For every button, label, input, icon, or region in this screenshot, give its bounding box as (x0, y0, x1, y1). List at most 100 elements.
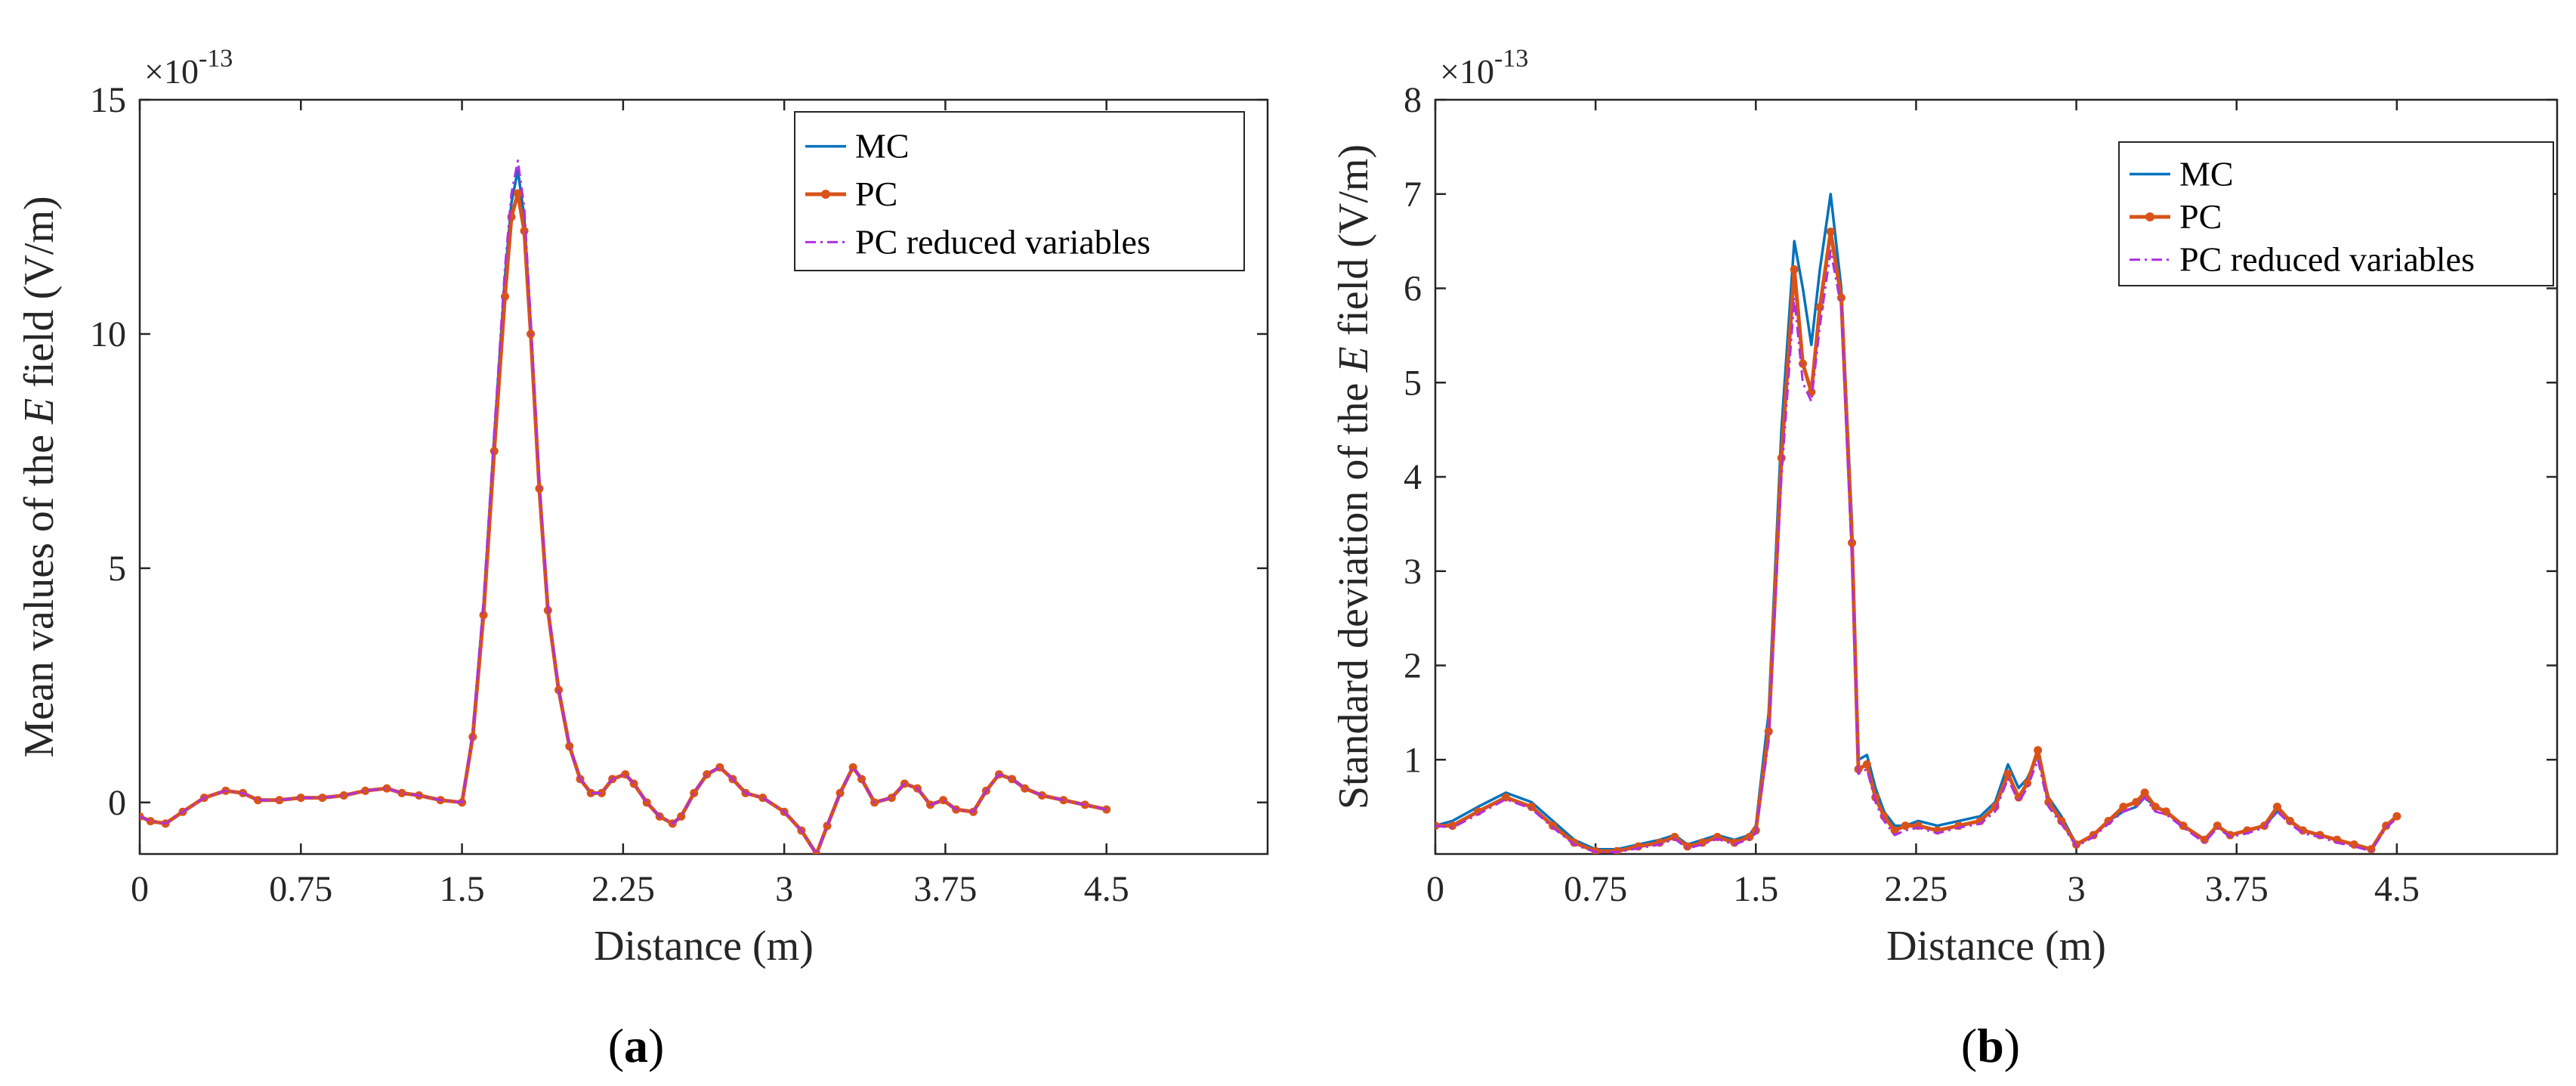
series-point-pc (339, 791, 348, 800)
panel-label: (b) (1961, 1019, 2020, 1072)
series-point-pc (1826, 227, 1835, 237)
x-tick-label: 0 (131, 869, 149, 909)
x-tick-label: 2.25 (591, 869, 655, 909)
series-point-pc (2119, 803, 2128, 812)
x-tick-label: 3.75 (2205, 869, 2269, 909)
y-exponent-base: ×10 (144, 52, 199, 91)
series-point-pc (597, 788, 606, 797)
y-exponent-power: -13 (199, 45, 233, 73)
panel-label-letter: b (1977, 1019, 2004, 1072)
series-point-pc (2140, 788, 2149, 797)
y-tick-label: 10 (90, 314, 126, 354)
y-axis-label: Standard deviation of the E field (V/m) (1330, 144, 1377, 809)
series-point-pc (2392, 812, 2401, 821)
series-point-pc (1836, 293, 1846, 302)
x-tick-label: 0.75 (269, 869, 332, 909)
series-point-pc (1862, 760, 1871, 769)
series-point-pc (1764, 727, 1773, 736)
chart-panel-a: 0 0.75 1.5 2.25 3 3.75 4.5 0 5 10 15 ×10-13 Distance… (16, 45, 1269, 1072)
y-exponent-base: ×10 (1440, 52, 1494, 91)
x-tick-label: 2.25 (1884, 869, 1947, 909)
y-exponent-label: ×10-13 (1440, 45, 1528, 91)
legend-entry: PC reduced variables (855, 222, 1151, 261)
y-tick-label: 1 (1404, 740, 1422, 780)
series-point-pc (690, 788, 699, 797)
series-point-pc (275, 796, 284, 805)
x-tick-label: 0.75 (1564, 869, 1627, 909)
series-point-pc (2003, 769, 2012, 778)
series-point-pc (1527, 803, 1536, 812)
legend: MC PC PC reduced variables (2118, 141, 2554, 286)
series-point-pc (2151, 803, 2160, 812)
y-exponent-label: ×10-13 (144, 45, 233, 91)
series-point-pc (2200, 835, 2209, 844)
y-tick-label: 5 (1404, 363, 1422, 403)
series-point-pc (1021, 784, 1030, 793)
series-point-pc (318, 794, 327, 803)
series-point-pc (1790, 265, 1799, 274)
y-axis-label-part: field (V/m) (1330, 144, 1377, 346)
series-point-pc (565, 741, 574, 750)
y-tick-label: 5 (108, 549, 126, 589)
y-tick-label: 15 (90, 80, 126, 120)
series-point-pc (2285, 816, 2294, 825)
y-axis-label-part: Standard deviation of the (1330, 373, 1377, 810)
y-axis-label-symbol: E (1330, 346, 1377, 373)
series-point-pc (1549, 821, 1558, 831)
series-point-pc (296, 794, 305, 803)
series-point-pc (146, 817, 155, 826)
panel-label: (a) (608, 1019, 665, 1072)
x-axis-label: Distance (m) (1886, 923, 2106, 970)
y-tick-label: 7 (1404, 175, 1422, 215)
y-axis-label-part: Mean values of the (16, 424, 63, 758)
series-line-pc-reduced-variables (140, 159, 1107, 854)
legend: MC PC PC reduced variables (794, 111, 1245, 271)
panel-label-paren: ) (2004, 1019, 2020, 1072)
x-tick-label: 4.5 (1084, 869, 1129, 909)
panel-label-letter: a (624, 1019, 648, 1072)
series-point-pc (253, 796, 262, 805)
series-point-pc (2057, 816, 2066, 825)
series-point-pc (2382, 821, 2391, 831)
series-line-pc-reduced-variables (1435, 249, 2398, 853)
series-group (1435, 193, 2401, 854)
series-point-pc (1745, 833, 1754, 842)
series-point-pc (2132, 797, 2141, 806)
panel-label-paren: ) (648, 1019, 664, 1072)
y-tick-label: 4 (1404, 457, 1422, 497)
series-point-pc (1683, 842, 1692, 851)
series-point-pc (2225, 831, 2235, 840)
y-tick-label: 0 (108, 783, 126, 823)
y-axis-label-part: field (V/m) (16, 196, 63, 398)
legend-entry: PC (2179, 197, 2222, 236)
legend-swatch-marker (821, 190, 830, 199)
series-point-pc (2034, 746, 2043, 755)
x-tick-label: 4.5 (2374, 869, 2420, 909)
series-point-pc (1890, 826, 1899, 835)
y-tick-label: 6 (1404, 269, 1422, 309)
series-point-pc (2044, 797, 2053, 806)
x-tick-label: 3 (775, 869, 793, 909)
series-point-pc (361, 786, 370, 795)
series-point-pc (382, 784, 391, 793)
series-point-pc (2179, 821, 2188, 831)
series-point-pc (586, 788, 595, 797)
x-tick-label: 1.5 (1733, 869, 1778, 909)
series-point-pc (1901, 821, 1910, 831)
series-point-pc (703, 770, 712, 779)
series-point-pc (823, 821, 832, 831)
x-tick-label: 3.75 (913, 869, 977, 909)
chart-panel-b: 0 0.75 1.5 2.25 3 3.75 4.5 1 2 3 4 5 6 7 8 ×10-13 Distan… (1330, 45, 2559, 1072)
legend-entry: PC reduced variables (2179, 240, 2475, 279)
y-tick-label: 8 (1404, 80, 1422, 120)
x-axis-label: Distance (m) (594, 923, 814, 970)
series-point-pc (2272, 803, 2281, 812)
series-point-pc (490, 447, 499, 456)
y-exponent-power: -13 (1494, 45, 1528, 73)
legend-entry: MC (855, 127, 910, 166)
y-axis-label-symbol: E (16, 398, 63, 425)
x-tick-label: 1.5 (440, 869, 485, 909)
series-group (140, 159, 1111, 854)
series-point-pc (520, 227, 529, 236)
